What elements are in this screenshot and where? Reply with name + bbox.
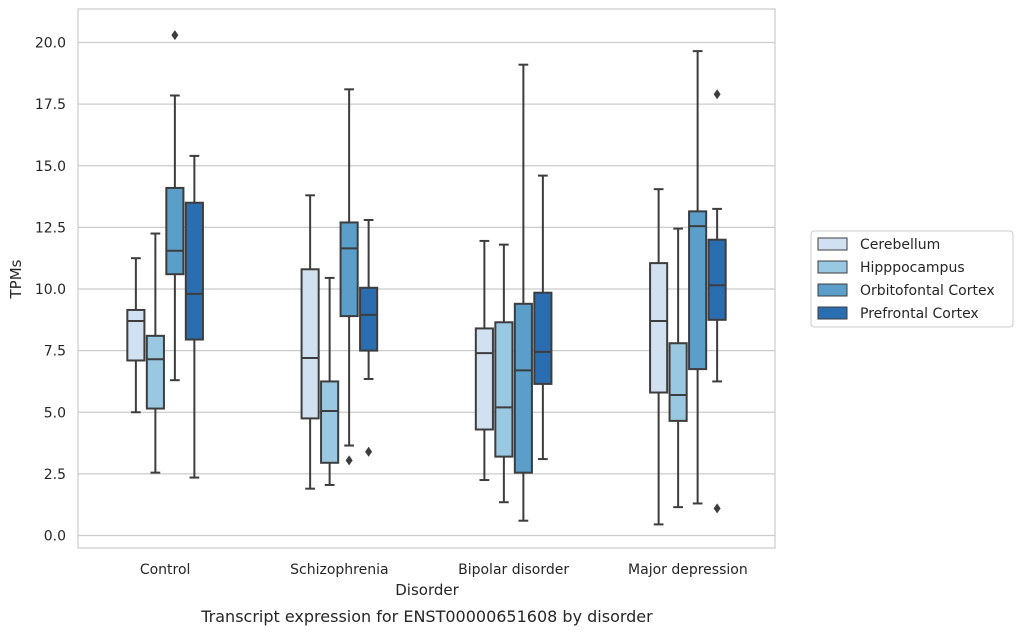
y-tick-label: 7.5	[44, 344, 66, 360]
box-body	[339, 221, 359, 318]
x-axis-title: Disorder	[395, 581, 459, 599]
box-group	[359, 218, 379, 457]
box-body	[533, 291, 553, 385]
plot-frame	[77, 8, 776, 549]
box-group	[688, 50, 708, 505]
y-tick-label: 12.5	[35, 220, 66, 236]
box-body	[145, 334, 165, 410]
box-group	[513, 63, 533, 522]
y-axis-title: TPMs	[7, 259, 25, 299]
box-group	[300, 194, 320, 490]
box-group	[649, 188, 669, 526]
legend-swatch	[817, 306, 848, 320]
box-group	[184, 154, 204, 479]
box-body	[184, 201, 204, 341]
legend-frame	[810, 230, 1014, 328]
y-tick-label: 17.5	[35, 97, 66, 113]
legend-swatch	[817, 260, 848, 274]
outlier-point	[365, 446, 373, 457]
legend-label: Cerebellum	[860, 237, 940, 253]
box-body	[165, 186, 185, 276]
box-body	[513, 302, 533, 474]
y-tick-labels: 0.0 2.5 5.0 7.5 10.0 12.5 15.0 17.5 20.0	[35, 36, 66, 545]
outlier-point	[713, 503, 721, 514]
box-group	[320, 276, 340, 486]
box-group	[668, 227, 688, 509]
x-tick-label: Major depression	[628, 562, 748, 578]
box-group	[145, 232, 165, 474]
box-body	[668, 342, 688, 422]
legend-swatch	[817, 237, 848, 251]
box-group	[165, 30, 185, 382]
box-body	[688, 210, 708, 371]
box-group	[126, 257, 146, 414]
legend-swatch	[817, 283, 848, 297]
legend-label: Orbitofontal Cortex	[860, 283, 995, 299]
box-body	[474, 327, 494, 431]
x-tick-label: Control	[140, 562, 191, 578]
box-body	[359, 286, 379, 352]
chart-caption: Transcript expression for ENST0000065160…	[200, 607, 653, 626]
box-group	[474, 239, 494, 482]
outlier-point	[171, 30, 179, 41]
box-body	[300, 268, 320, 420]
y-tick-label: 0.0	[44, 529, 66, 545]
y-tick-label: 20.0	[35, 36, 66, 52]
box-group	[494, 243, 514, 504]
x-tick-labels: Control Schizophrenia Bipolar disorder Majo…	[140, 562, 748, 578]
box-body	[649, 262, 669, 394]
y-tick-label: 15.0	[35, 159, 66, 175]
box-body	[494, 321, 514, 458]
outlier-point	[713, 89, 721, 100]
box-body	[707, 238, 727, 321]
legend: Cerebellum Hipppocampus Orbitofontal Corte…	[810, 230, 1014, 328]
box-group	[533, 174, 553, 461]
x-tick-label: Bipolar disorder	[458, 562, 569, 578]
legend-label: Prefrontal Cortex	[860, 306, 979, 322]
y-tick-label: 10.0	[35, 282, 66, 298]
y-tick-label: 2.5	[44, 467, 66, 483]
box-group	[339, 88, 359, 466]
legend-label: Hipppocampus	[860, 260, 965, 276]
box-group	[707, 89, 727, 514]
plot-area	[78, 9, 775, 548]
box-body	[126, 308, 146, 362]
boxes	[126, 30, 727, 526]
outlier-point	[345, 455, 353, 466]
x-tick-label: Schizophrenia	[290, 562, 388, 578]
y-tick-label: 5.0	[44, 405, 66, 421]
box-body	[320, 380, 340, 464]
